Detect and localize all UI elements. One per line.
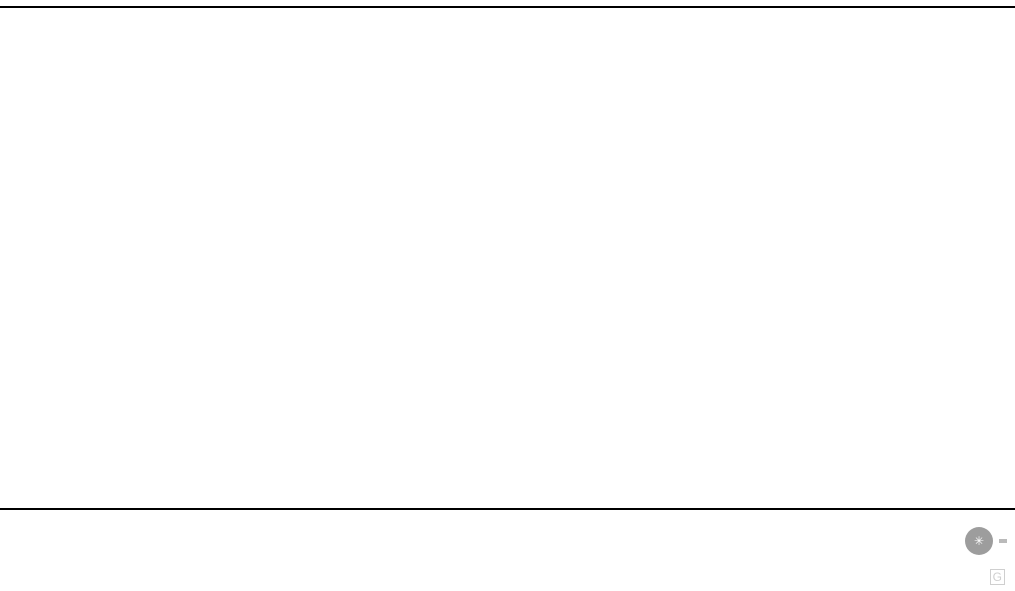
line-chart-svg: [0, 8, 1015, 508]
chart-title-row: [0, 0, 1015, 8]
source-row: [0, 508, 1015, 514]
wechat-icon: ✳: [965, 527, 993, 555]
watermark-author-text: [999, 539, 1007, 543]
platform-icon: G: [990, 569, 1005, 585]
watermark-platform: G: [990, 569, 1009, 585]
watermark-author: ✳: [965, 527, 1007, 555]
chart-area: [0, 8, 1015, 508]
